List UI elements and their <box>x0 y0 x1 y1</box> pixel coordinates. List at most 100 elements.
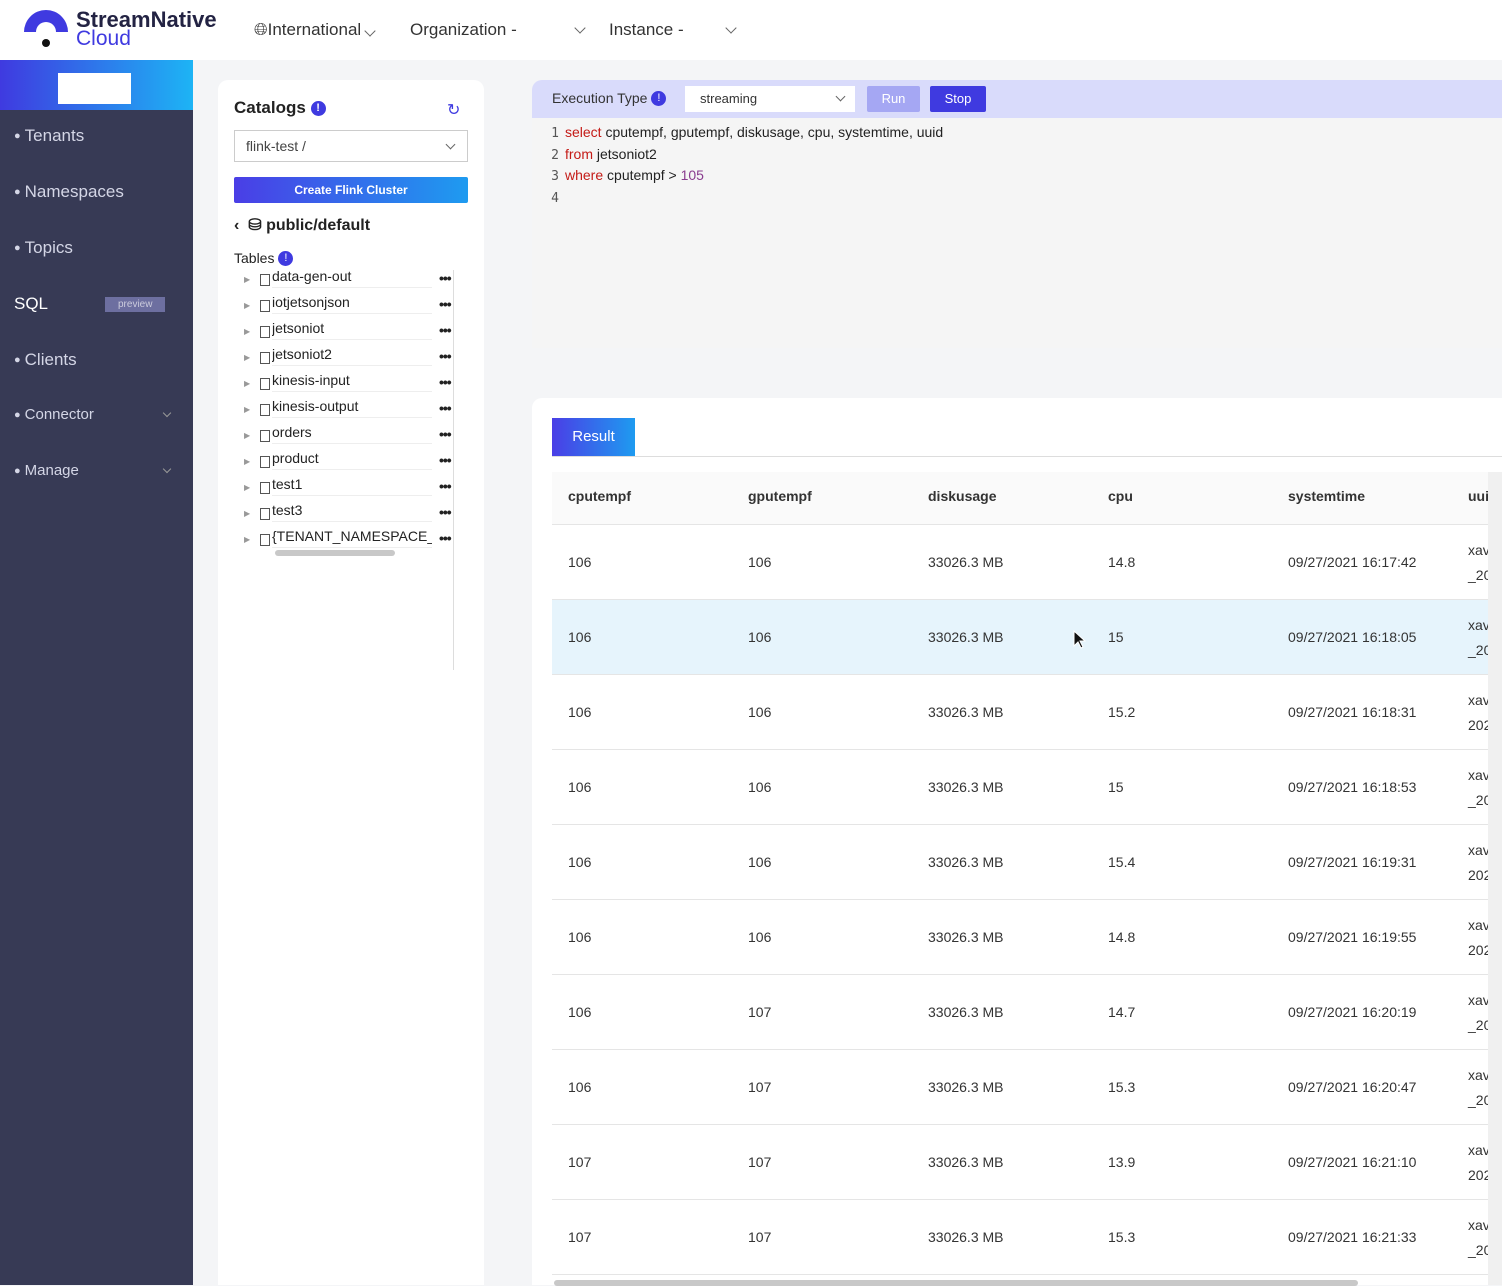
table-row[interactable] <box>552 675 1488 750</box>
expand-arrow: ▶ <box>244 327 251 336</box>
table-item[interactable]: ▶ orders ••• <box>240 424 455 450</box>
table-icon <box>260 274 270 286</box>
line-number: 1 <box>551 126 559 141</box>
stop-button[interactable]: Stop <box>930 86 986 112</box>
table-name: kinesis-input <box>272 372 432 392</box>
code-token: from <box>565 145 593 162</box>
table-item[interactable]: ▶ jetsoniot ••• <box>240 320 455 346</box>
table-cell: xav 202 <box>1468 842 1488 883</box>
nav-label: Topics <box>24 238 73 257</box>
table-item[interactable]: ▶ test1 ••• <box>240 476 455 502</box>
table-cell: xav 202 <box>1468 917 1488 958</box>
table-cell: xav _20 <box>1468 1067 1488 1108</box>
table-item[interactable]: ▶ {TENANT_NAMESPACE_T ••• <box>240 528 455 554</box>
expand-arrow: ▶ <box>244 535 251 544</box>
column-header: systemtime <box>1288 488 1366 504</box>
table-item[interactable]: ▶ kinesis-output ••• <box>240 398 455 424</box>
table-cell: 15.3 <box>1108 1229 1136 1245</box>
table-cell: xav _20 <box>1468 767 1488 808</box>
table-row[interactable] <box>552 1200 1488 1275</box>
table-name: kinesis-output <box>272 398 432 418</box>
table-row[interactable] <box>552 975 1488 1050</box>
table-row[interactable] <box>552 1125 1488 1200</box>
code-token: cputempf, gputempf, diskusage, cpu, syst… <box>601 124 944 140</box>
table-row[interactable] <box>552 1050 1488 1125</box>
nav-item[interactable]: ● Topics <box>14 238 179 258</box>
expand-arrow: ▶ <box>244 483 251 492</box>
table-item[interactable]: ▶ data-gen-out ••• <box>240 268 455 294</box>
table-cell: 09/27/2021 16:20:47 <box>1288 1079 1417 1095</box>
table-cell: 106 <box>748 779 772 795</box>
execution-type-select[interactable]: streaming <box>685 86 855 112</box>
table-cell: 107 <box>568 1229 592 1245</box>
table-name: test1 <box>272 476 432 496</box>
nav-item[interactable]: ● Manage <box>14 462 179 479</box>
nav-item[interactable]: ● Tenants <box>14 126 179 146</box>
table-row[interactable] <box>552 600 1488 675</box>
region-select[interactable]: 🌐︎International <box>254 20 376 40</box>
refresh-button[interactable]: ↻ <box>447 102 461 119</box>
table-cell: xav _20 <box>1468 1217 1488 1258</box>
more-menu[interactable]: ••• <box>439 270 452 286</box>
code-line: 1 select cputempf, gputempf, diskusage, c… <box>532 124 943 142</box>
table-cell: 15 <box>1108 629 1124 645</box>
database-path[interactable]: ‹ ⛁︎ public/default <box>234 217 371 234</box>
nav-item[interactable]: ● Namespaces <box>14 182 179 202</box>
table-header <box>552 472 1488 525</box>
table-icon <box>260 534 270 546</box>
sidebar: ● Tenants ● Namespaces ● Topics SQL preview ● Cli… <box>0 60 193 1285</box>
region-label: International <box>267 20 362 39</box>
more-menu[interactable]: ••• <box>439 400 452 416</box>
table-cell: 107 <box>748 1154 772 1170</box>
table-cell: 106 <box>748 704 772 720</box>
more-menu[interactable]: ••• <box>439 478 452 494</box>
nav-icon: ● <box>14 186 21 198</box>
nav-label: Manage <box>24 462 79 479</box>
table-item[interactable]: ▶ test3 ••• <box>240 502 455 528</box>
organization-select[interactable]: Organization - <box>410 20 590 40</box>
more-menu[interactable]: ••• <box>439 296 452 312</box>
table-item[interactable]: ▶ iotjetsonjson ••• <box>240 294 455 320</box>
more-menu[interactable]: ••• <box>439 504 452 520</box>
table-item[interactable]: ▶ product ••• <box>240 450 455 476</box>
banner-box <box>58 73 131 104</box>
organization-label: Organization - <box>410 20 517 39</box>
nav-item[interactable]: ● Connector <box>14 406 179 423</box>
result-tab[interactable]: Result <box>552 418 635 456</box>
instance-select[interactable]: Instance - <box>609 20 739 40</box>
tables-label: Tables ! <box>234 250 294 266</box>
nav-icon: ● <box>14 130 21 142</box>
code-editor[interactable]: 1 select cputempf, gputempf, diskusage, c… <box>532 118 1502 348</box>
run-button[interactable]: Run <box>867 86 920 112</box>
table-name: product <box>272 450 432 470</box>
more-menu[interactable]: ••• <box>439 322 452 338</box>
more-menu[interactable]: ••• <box>439 452 452 468</box>
column-header: diskusage <box>928 488 997 504</box>
more-menu[interactable]: ••• <box>439 530 452 546</box>
expand-arrow: ▶ <box>244 275 251 284</box>
table-name: test3 <box>272 502 432 522</box>
more-menu[interactable]: ••• <box>439 426 452 442</box>
catalogs-title-text: Catalogs <box>234 98 306 117</box>
table-row[interactable] <box>552 525 1488 600</box>
more-menu[interactable]: ••• <box>439 348 452 364</box>
expand-arrow: ▶ <box>244 509 251 518</box>
table-cell: 33026.3 MB <box>928 1154 1004 1170</box>
table-cell: 106 <box>748 554 772 570</box>
code-token: jetsoniot2 <box>593 145 657 162</box>
table-cell: 107 <box>748 1079 772 1095</box>
table-icon <box>260 378 270 390</box>
table-row[interactable] <box>552 900 1488 975</box>
code-token: select <box>565 124 602 140</box>
nav-item[interactable]: SQL preview <box>14 294 179 314</box>
table-row[interactable] <box>552 825 1488 900</box>
table-item[interactable]: ▶ kinesis-input ••• <box>240 372 455 398</box>
catalog-select[interactable]: flink-test / <box>234 130 468 162</box>
table-item[interactable]: ▶ jetsoniot2 ••• <box>240 346 455 372</box>
table-row[interactable] <box>552 750 1488 825</box>
nav-label: Connector <box>24 406 94 423</box>
nav-item[interactable]: ● Clients <box>14 350 179 370</box>
more-menu[interactable]: ••• <box>439 374 452 390</box>
create-cluster-button[interactable]: Create Flink Cluster <box>234 177 468 203</box>
